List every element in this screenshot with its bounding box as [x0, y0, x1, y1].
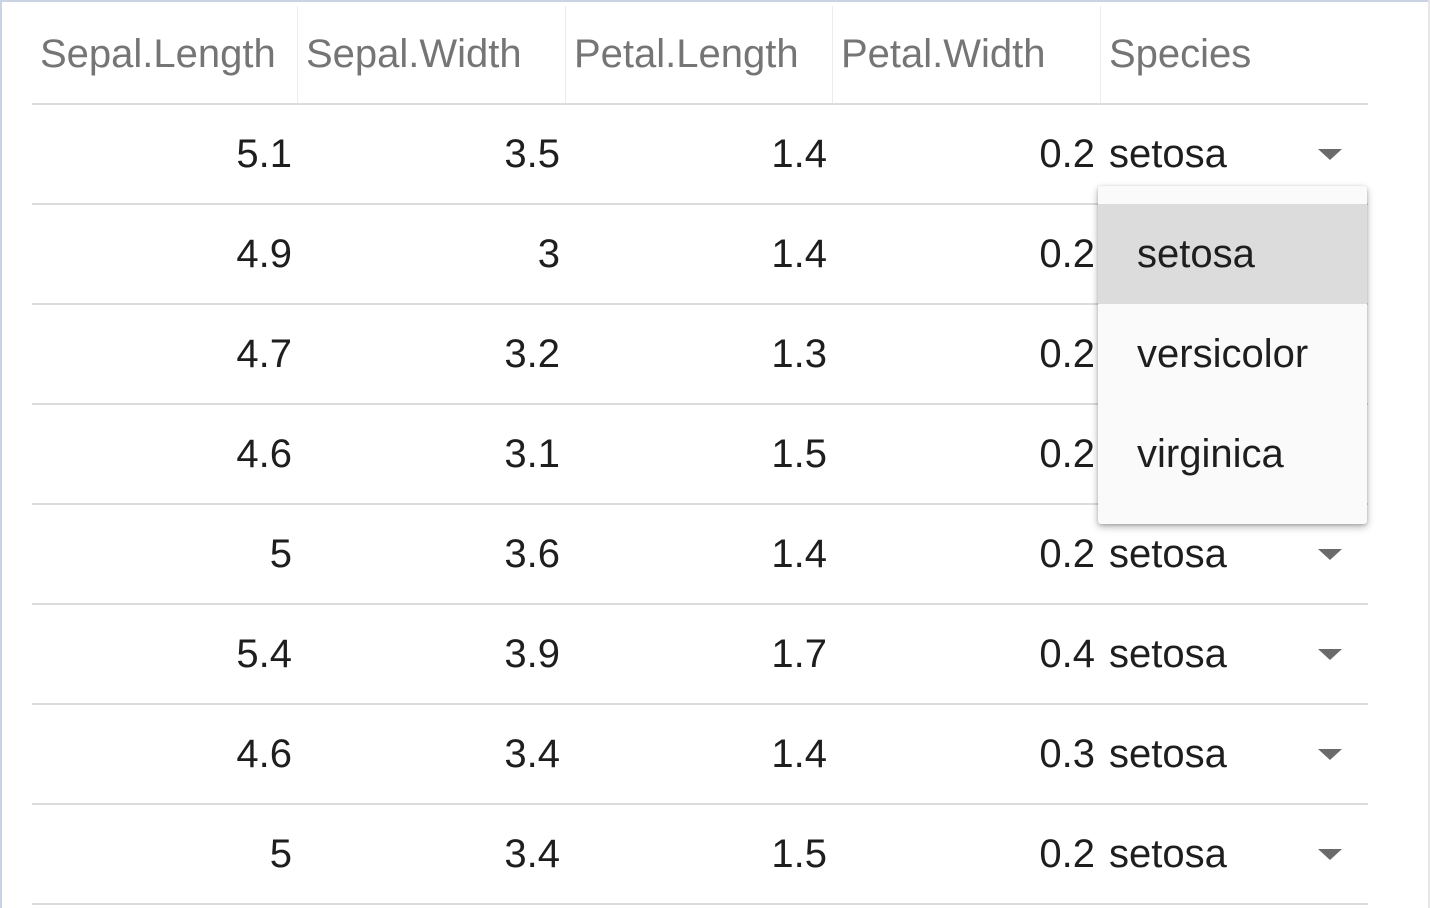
petal-width-cell[interactable]: 0.2 — [1039, 831, 1095, 876]
sepal-width-cell[interactable]: 3.6 — [504, 531, 560, 576]
petal-length-cell[interactable]: 1.5 — [771, 831, 827, 876]
caret-down-icon[interactable] — [1318, 848, 1342, 860]
petal-width-cell[interactable]: 0.2 — [1039, 331, 1095, 376]
column-header-sepal-length[interactable]: Sepal.Length — [32, 6, 298, 103]
table-row: 4.6 3.4 1.4 0.3 setosa — [32, 705, 1368, 805]
petal-width-cell[interactable]: 0.3 — [1039, 731, 1095, 776]
petal-width-cell[interactable]: 0.4 — [1039, 631, 1095, 676]
sepal-width-cell[interactable]: 3.2 — [504, 331, 560, 376]
dropdown-option-virginica[interactable]: virginica — [1137, 431, 1284, 476]
species-dropdown-menu: setosa versicolor virginica — [1098, 186, 1367, 524]
petal-length-cell[interactable]: 1.5 — [771, 431, 827, 476]
table-row: 5.4 3.9 1.7 0.4 setosa — [32, 605, 1368, 705]
table-body: 5.13.51.40.2setosa4.931.40.2setosa4.73.2… — [32, 105, 1368, 905]
table-row: 5 3.6 1.4 0.2 setosa — [32, 505, 1368, 605]
sepal-length-cell[interactable]: 5.1 — [236, 131, 292, 176]
sepal-length-cell[interactable]: 4.6 — [236, 431, 292, 476]
caret-down-icon[interactable] — [1318, 648, 1342, 660]
sepal-length-cell[interactable]: 5 — [269, 531, 292, 576]
column-header-species[interactable]: Species — [1109, 32, 1252, 76]
sepal-width-cell[interactable]: 3.4 — [504, 831, 560, 876]
table-row: 5.1 3.5 1.4 0.2 setosa — [32, 105, 1368, 205]
caret-down-icon[interactable] — [1318, 548, 1342, 560]
species-select[interactable]: setosa — [1101, 705, 1368, 803]
species-select[interactable]: setosa — [1101, 505, 1368, 603]
petal-width-cell[interactable]: 0.2 — [1039, 231, 1095, 276]
dropdown-option-versicolor[interactable]: versicolor — [1137, 331, 1309, 376]
caret-down-icon[interactable] — [1318, 148, 1342, 160]
caret-down-icon[interactable] — [1318, 748, 1342, 760]
petal-width-cell[interactable]: 0.2 — [1039, 131, 1095, 176]
species-value: setosa — [1109, 631, 1227, 676]
sepal-width-cell[interactable]: 3.5 — [504, 131, 560, 176]
petal-length-cell[interactable]: 1.4 — [771, 231, 827, 276]
column-header-sepal-width[interactable]: Sepal.Width — [298, 6, 566, 103]
sepal-length-cell[interactable]: 5 — [269, 831, 292, 876]
window-edge — [1428, 0, 1430, 908]
species-value: setosa — [1109, 831, 1227, 876]
column-header-petal-width[interactable]: Petal.Width — [833, 6, 1101, 103]
data-grid: Sepal.Length Sepal.Width Petal.Length Pe… — [32, 6, 1368, 905]
petal-length-cell[interactable]: 1.7 — [771, 631, 827, 676]
sepal-length-cell[interactable]: 4.9 — [236, 231, 292, 276]
sepal-width-cell[interactable]: 3.1 — [504, 431, 560, 476]
species-select[interactable]: setosa — [1101, 105, 1368, 203]
header-row: Sepal.Length Sepal.Width Petal.Length Pe… — [32, 6, 1368, 105]
column-header-petal-length[interactable]: Petal.Length — [566, 6, 833, 103]
sepal-length-cell[interactable]: 4.7 — [236, 331, 292, 376]
table-row: 5 3.4 1.5 0.2 setosa — [32, 805, 1368, 905]
petal-length-cell[interactable]: 1.3 — [771, 331, 827, 376]
sepal-width-cell[interactable]: 3 — [537, 231, 560, 276]
sepal-length-cell[interactable]: 5.4 — [236, 631, 292, 676]
petal-width-cell[interactable]: 0.2 — [1039, 431, 1095, 476]
petal-length-cell[interactable]: 1.4 — [771, 131, 827, 176]
species-value: setosa — [1109, 731, 1227, 776]
petal-length-cell[interactable]: 1.4 — [771, 531, 827, 576]
sepal-width-cell[interactable]: 3.9 — [504, 631, 560, 676]
sepal-length-cell[interactable]: 4.6 — [236, 731, 292, 776]
species-value: setosa — [1109, 131, 1227, 176]
species-value: setosa — [1109, 531, 1227, 576]
dropdown-option-setosa[interactable]: setosa — [1098, 204, 1367, 304]
species-select[interactable]: setosa — [1101, 805, 1368, 903]
petal-length-cell[interactable]: 1.4 — [771, 731, 827, 776]
species-select[interactable]: setosa — [1101, 605, 1368, 703]
sepal-width-cell[interactable]: 3.4 — [504, 731, 560, 776]
petal-width-cell[interactable]: 0.2 — [1039, 531, 1095, 576]
